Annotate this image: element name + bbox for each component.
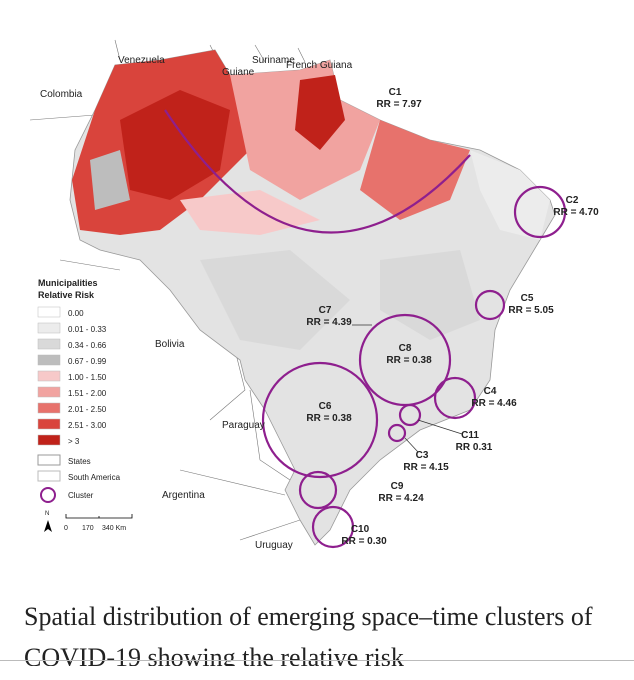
legend-swatch xyxy=(37,402,61,414)
divider xyxy=(0,660,634,661)
country-label: Paraguay xyxy=(222,420,265,431)
legend-swatch xyxy=(37,454,61,466)
legend-swatch xyxy=(37,306,61,318)
cluster-rr: RR = 0.38 xyxy=(306,413,352,424)
legend-label: 1.51 - 2.00 xyxy=(68,389,107,398)
country-label: Suriname xyxy=(252,55,295,66)
cluster-rr: RR = 0.30 xyxy=(341,536,387,547)
choropleth xyxy=(72,50,550,350)
cluster-name: C5 xyxy=(521,293,534,304)
cluster-name: C1 xyxy=(389,87,402,98)
country-label: French Guiana xyxy=(286,60,353,71)
scale-label: 340 Km xyxy=(102,525,126,532)
legend-label: 0.67 - 0.99 xyxy=(68,357,107,366)
cluster-name: C4 xyxy=(484,386,497,397)
cluster-name: C8 xyxy=(399,343,412,354)
cluster-name: C9 xyxy=(391,481,404,492)
legend-label: 0.00 xyxy=(68,309,84,318)
cluster-rr: RR = 4.46 xyxy=(471,398,517,409)
country-borders xyxy=(29,39,306,541)
cluster-rr: RR = 0.38 xyxy=(386,355,432,366)
cluster-rr: RR = 4.39 xyxy=(306,317,352,328)
cluster-rr: RR = 5.05 xyxy=(508,305,554,316)
cluster-name: C2 xyxy=(566,195,579,206)
legend-label: 1.00 - 1.50 xyxy=(68,373,107,382)
cluster-rr: RR = 4.24 xyxy=(378,493,424,504)
cluster-name: C3 xyxy=(416,450,429,461)
cluster-rr: RR = 4.70 xyxy=(553,207,599,218)
cluster-rr: RR 0.31 xyxy=(456,442,493,453)
scale-label: 170 xyxy=(82,525,94,532)
leader-lines xyxy=(352,324,463,453)
north-label: N xyxy=(45,511,49,517)
legend-label: 2.51 - 3.00 xyxy=(68,421,107,430)
legend-title: Municipalities xyxy=(38,278,98,288)
scale-label: 0 xyxy=(64,525,68,532)
legend-swatch xyxy=(37,338,61,350)
country-label: Guiane xyxy=(222,67,255,78)
country-labels: Venezuela Guiane Suriname French Guiana … xyxy=(40,55,353,551)
cluster-rr: RR = 4.15 xyxy=(403,462,449,473)
legend-swatch xyxy=(37,434,61,446)
legend-swatch xyxy=(37,322,61,334)
legend: Municipalities Relative Risk States Sout… xyxy=(37,278,121,503)
country-label: Venezuela xyxy=(118,55,165,66)
legend-label: South America xyxy=(68,473,121,482)
legend-swatch xyxy=(37,386,61,398)
legend-label: 0.34 - 0.66 xyxy=(68,341,107,350)
legend-label: > 3 xyxy=(68,437,80,446)
legend-label: States xyxy=(68,457,91,466)
cluster-name: C6 xyxy=(319,401,332,412)
cluster-name: C11 xyxy=(461,430,479,441)
caption: Spatial distribution of emerging space–t… xyxy=(24,602,593,666)
legend-swatch xyxy=(37,370,61,382)
cluster-name: C7 xyxy=(319,305,332,316)
country-label: Bolivia xyxy=(155,339,185,350)
country-label: Uruguay xyxy=(255,540,293,551)
country-label: Argentina xyxy=(162,490,205,501)
cluster-rr: RR = 7.97 xyxy=(376,99,422,110)
legend-swatch xyxy=(40,487,56,503)
cluster-shapes xyxy=(164,109,567,549)
legend-swatch xyxy=(37,418,61,430)
legend-label: 0.01 - 0.33 xyxy=(68,325,107,334)
legend-title: Relative Risk xyxy=(38,290,95,300)
legend-swatch xyxy=(37,354,61,366)
country-label: Colombia xyxy=(40,89,83,100)
legend-label: 2.01 - 2.50 xyxy=(68,405,107,414)
map: Venezuela Guiane Suriname French Guiana … xyxy=(29,39,600,551)
legend-label: Cluster xyxy=(68,491,94,500)
scale-bar: N 0 170 340 Km xyxy=(44,511,133,532)
legend-swatch xyxy=(37,470,61,482)
cluster-name: C10 xyxy=(351,524,370,535)
